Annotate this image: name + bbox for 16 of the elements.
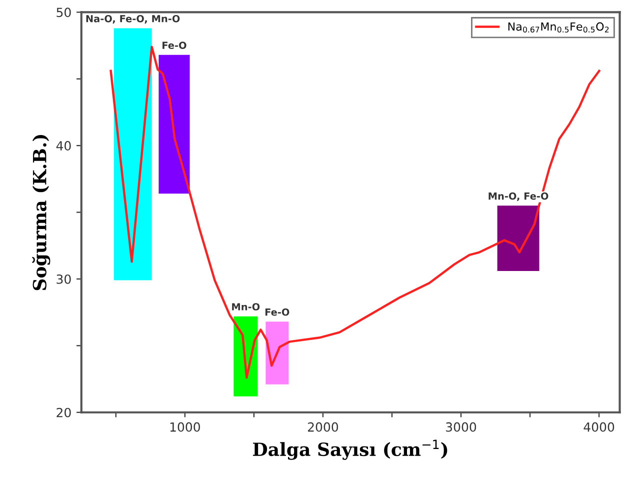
y-axis-title: Soğurma (K.B.)	[32, 134, 50, 290]
x-tick-label: 2000	[308, 422, 338, 432]
x-tick-label: 4000	[584, 422, 614, 432]
x-tick-label: 3000	[446, 422, 476, 432]
band-label: Fe-O	[162, 42, 186, 49]
y-tick-label: 20	[56, 408, 71, 418]
y-tick-label: 50	[56, 8, 71, 18]
band-label: Na-O, Fe-O, Mn-O	[86, 14, 180, 24]
x-axis-title: Dalga Sayısı (cm$^{−1}$)	[253, 440, 448, 460]
band-label: Mn-O	[232, 303, 260, 310]
y-tick-label: 40	[56, 141, 71, 151]
band-label: Fe-O	[265, 308, 290, 316]
band-label: Mn-O, Fe-O	[488, 192, 548, 201]
legend-label: Na$_{0.67}$Mn$_{0.5}$Fe$_{0.5}$O$_{2}$	[508, 22, 609, 32]
x-tick-label: 1000	[170, 422, 200, 432]
y-tick-label: 30	[56, 274, 71, 284]
